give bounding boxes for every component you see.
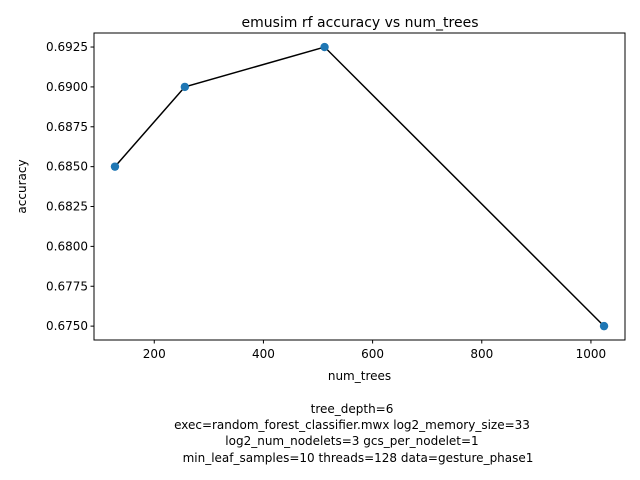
series-points-layer (110, 42, 609, 331)
caption-line-4: min_leaf_samples=10 threads=128 data=ges… (183, 451, 534, 465)
y-axis-ticks: 0.6750 0.6775 0.6800 0.6825 0.6850 0.6875 0.69… (46, 40, 94, 333)
x-tick-label: 1000 (576, 347, 607, 361)
series-line (114, 46, 605, 327)
plot-area (94, 33, 625, 340)
data-point (180, 82, 190, 92)
y-tick-label: 0.6775 (46, 279, 88, 293)
data-point (599, 321, 609, 331)
y-axis-label: accuracy (15, 159, 29, 213)
y-tick-label: 0.6800 (46, 239, 88, 253)
x-tick-label: 800 (470, 347, 493, 361)
series-line-layer (114, 46, 605, 327)
x-tick-label: 200 (143, 347, 166, 361)
y-tick-label: 0.6875 (46, 120, 88, 134)
caption-line-2: exec=random_forest_classifier.mwx log2_m… (174, 418, 530, 432)
y-tick-label: 0.6825 (46, 200, 88, 214)
x-tick-label: 400 (252, 347, 275, 361)
y-tick-label: 0.6750 (46, 319, 88, 333)
caption-line-1: tree_depth=6 (311, 402, 394, 416)
x-tick-label: 600 (361, 347, 384, 361)
x-axis-ticks: 200 400 600 800 1000 (143, 340, 606, 361)
data-point (110, 162, 120, 171)
y-tick-label: 0.6925 (46, 40, 88, 54)
plot-frame (93, 32, 626, 341)
y-tick-label: 0.6850 (46, 160, 88, 174)
x-axis-label: num_trees (328, 369, 391, 383)
chart-title: emusim rf accuracy vs num_trees (241, 15, 478, 31)
y-tick-label: 0.6900 (46, 80, 88, 94)
data-point (320, 42, 329, 52)
caption-line-3: log2_num_nodelets=3 gcs_per_nodelet=1 (225, 434, 478, 448)
